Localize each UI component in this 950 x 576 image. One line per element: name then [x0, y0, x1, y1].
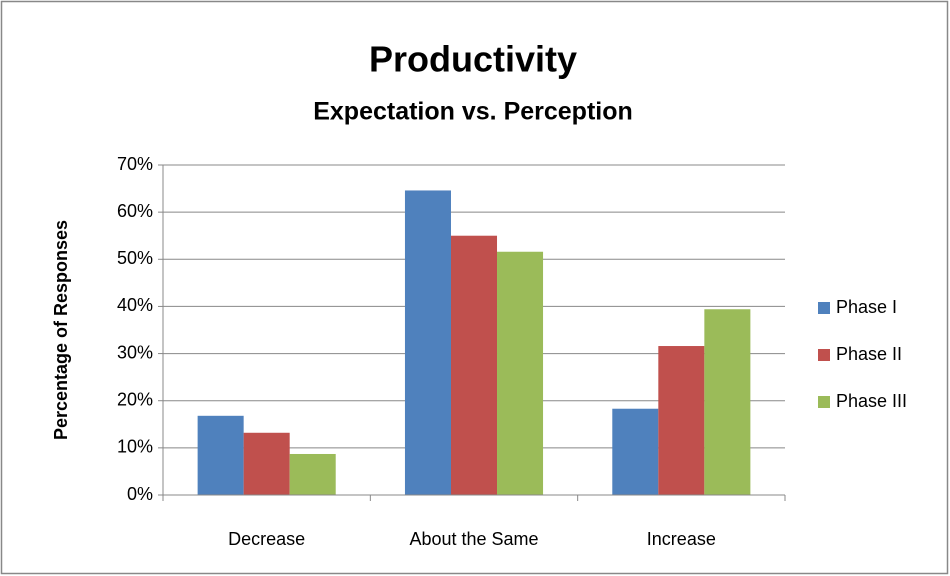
bar: [450, 235, 498, 495]
y-axis-label: Percentage of Responses: [51, 220, 71, 440]
y-tick-label: 50%: [117, 248, 153, 268]
chart-subtitle: Expectation vs. Perception: [313, 98, 633, 126]
legend-label: Phase I: [836, 297, 897, 317]
bar: [243, 432, 290, 495]
legend-label: Phase II: [836, 344, 902, 364]
y-tick-label: 70%: [117, 154, 153, 174]
bar: [612, 408, 659, 495]
bar: [404, 190, 451, 495]
legend-label: Phase III: [836, 391, 907, 411]
bar: [704, 309, 751, 495]
y-tick-label: 60%: [117, 201, 153, 221]
legend-swatch: [818, 302, 830, 314]
x-tick-label: Increase: [647, 529, 716, 549]
y-tick-label: 20%: [117, 389, 153, 409]
y-tick-label: 10%: [117, 437, 153, 457]
bar: [197, 415, 244, 495]
y-tick-label: 0%: [127, 484, 153, 504]
bar: [289, 453, 336, 495]
x-tick-label: Decrease: [228, 529, 305, 549]
chart-title: Productivity: [369, 39, 577, 80]
bar: [658, 346, 705, 495]
y-tick-label: 30%: [117, 342, 153, 362]
y-tick-label: 40%: [117, 295, 153, 315]
x-tick-label: About the Same: [409, 529, 538, 549]
legend-swatch: [818, 396, 830, 408]
legend-swatch: [818, 349, 830, 361]
bar: [497, 251, 544, 495]
